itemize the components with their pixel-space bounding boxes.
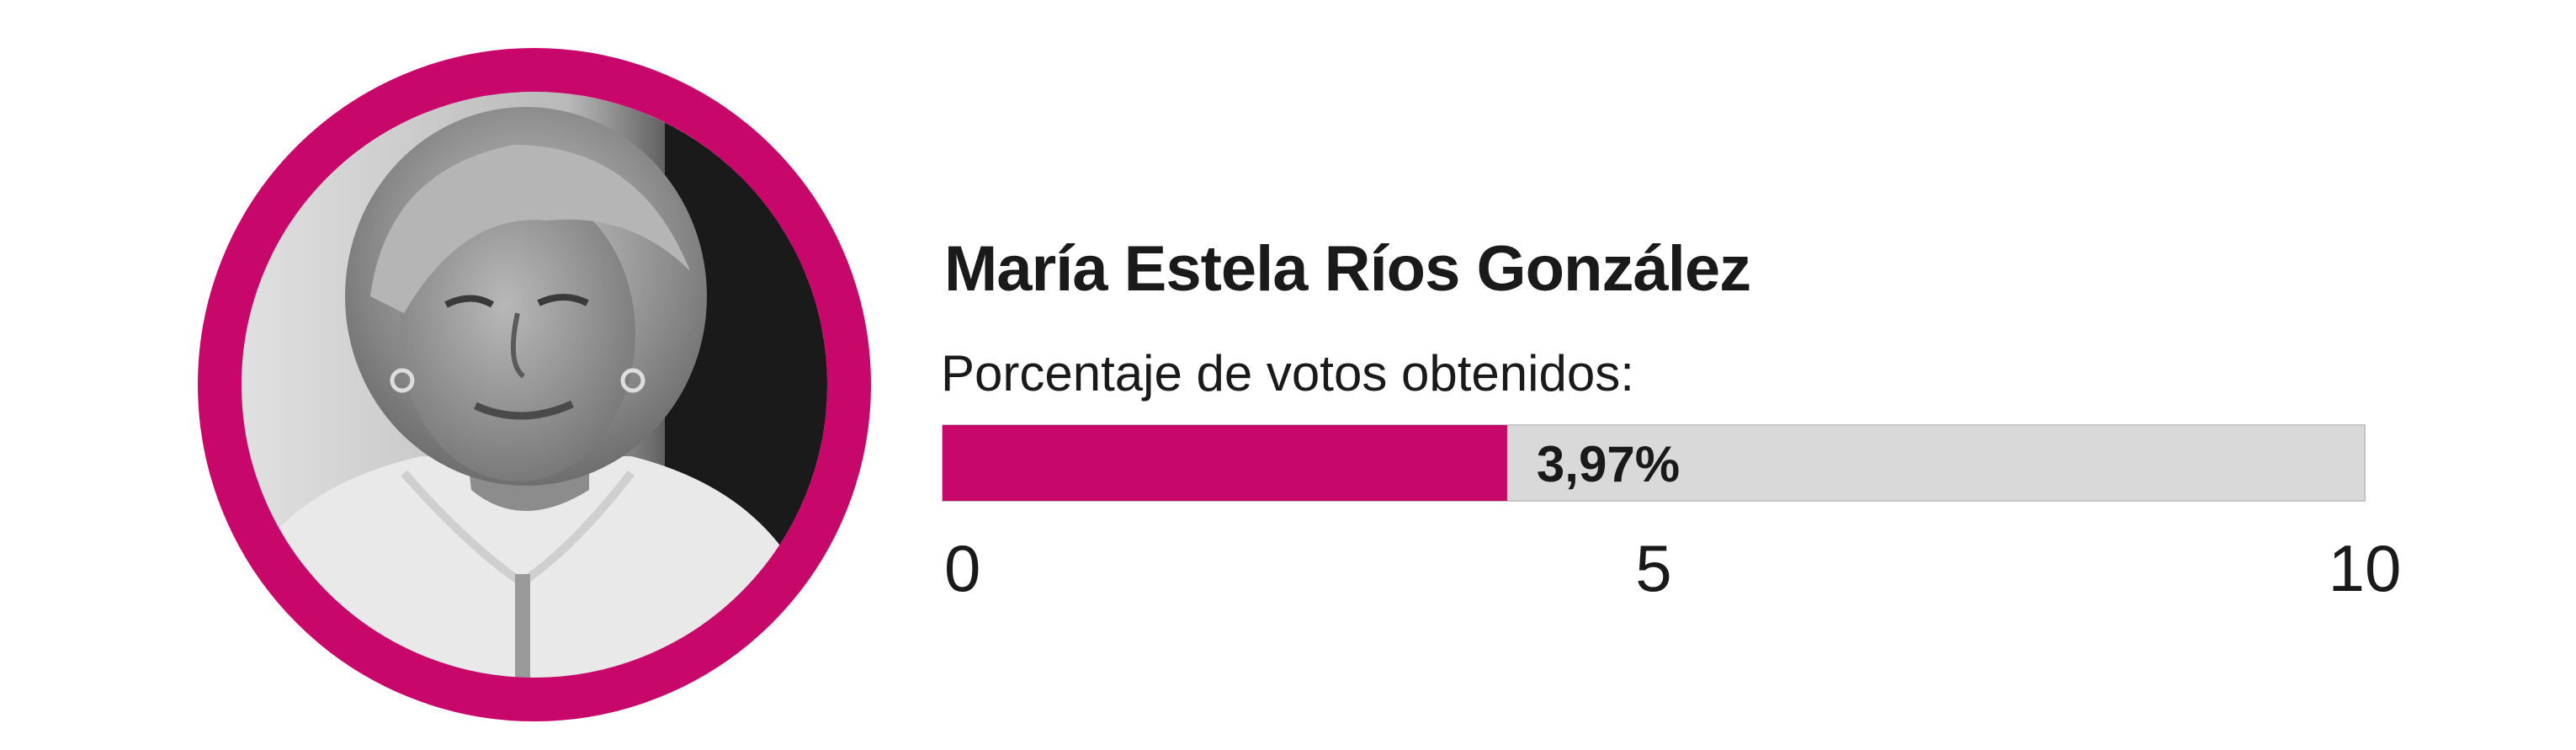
bar-value-label: 3,97%	[1537, 436, 1680, 492]
photo-portrait	[242, 92, 827, 678]
candidate-photo	[198, 48, 871, 721]
bar-value	[943, 425, 1507, 501]
x-tick-label-10: 10	[2329, 531, 2402, 605]
x-tick-label-5: 5	[1635, 531, 1671, 605]
chart-subtitle: Porcentaje de votos obtenidos:	[941, 345, 1634, 402]
candidate-name: María Estela Ríos González	[944, 233, 1751, 305]
x-tick-label-0: 0	[944, 531, 980, 605]
x-axis-ticks: 0 5 10	[944, 531, 2401, 605]
vote-percentage-bar-chart: 3,97% 0 5 10	[942, 424, 2401, 605]
photo-ring	[198, 48, 871, 721]
